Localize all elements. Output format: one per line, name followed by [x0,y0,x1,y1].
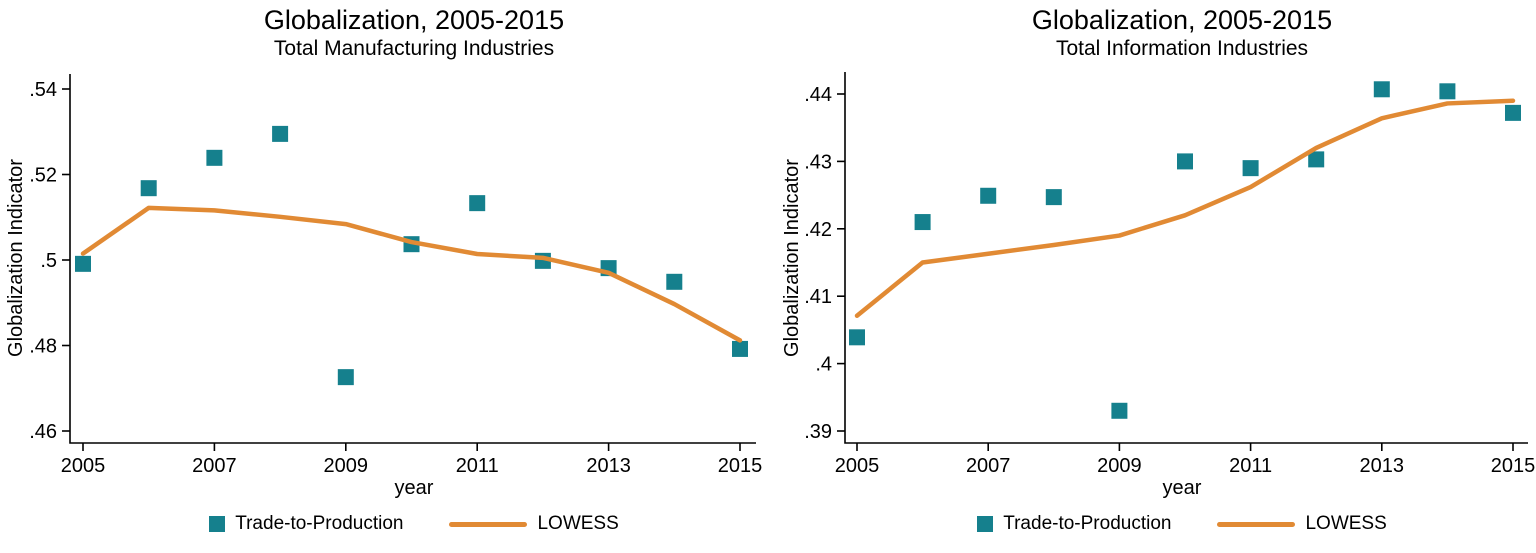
data-point [1373,81,1390,98]
data-point [469,195,486,212]
x-tick-label: 2005 [835,455,880,477]
y-tick-label: .48 [29,336,57,358]
scatter-legend-swatch [977,516,994,532]
legend: Trade-to-Production LOWESS [838,513,1526,535]
data-point [1439,83,1456,100]
x-tick-label: 2015 [718,455,763,477]
data-point [1111,402,1128,419]
data-point [980,187,997,204]
chart-information: .39 .4 .41 .42 .43 .44 2005 2007 2009 2011 2013 201… [804,72,1536,477]
data-point [75,255,91,272]
data-point [1242,160,1259,177]
y-tick-label: .39 [804,421,832,443]
chart-title: Globalization, 2005-2015 [1031,5,1333,35]
scatter-legend-label: Trade-to-Production [235,513,404,534]
y-tick-label: .44 [804,84,832,106]
x-tick-label: 2011 [456,455,499,477]
chart-subtitle: Total Manufacturing Industries [273,37,555,60]
data-point [140,180,157,197]
scatter-legend-label: Trade-to-Production [1003,513,1172,534]
data-point [1308,151,1325,168]
data-point [1505,104,1521,121]
data-point [1045,189,1062,206]
x-tick-label: 2013 [586,455,631,477]
data-point [914,214,931,231]
y-tick-label: .43 [804,151,832,173]
x-tick-label: 2005 [61,455,106,477]
x-tick-label: 2011 [1229,455,1272,477]
y-axis-label: Globalization Indicator [781,159,803,357]
data-point [849,329,865,346]
x-tick-label: 2009 [324,455,369,477]
data-point [272,125,289,142]
x-tick-label: 2007 [192,455,237,477]
data-point [666,273,683,290]
lowess-line [854,98,1516,318]
x-tick-label: 2007 [966,455,1011,477]
panel-information: .39 .4 .41 .42 .43 .44 2005 2007 2009 2011 2013 201… [768,0,1536,553]
panel-manufacturing: .46 .48 .5 .52 .54 2005 2007 2009 2011 2013 2015 G… [5,5,763,535]
y-tick-label: .54 [29,79,57,101]
lowess-legend-label: LOWESS [537,513,619,534]
axis [69,74,756,444]
lowess-legend-swatch [449,521,528,527]
lowess-line [80,205,743,343]
chart-subtitle: Total Information Industries [1055,37,1309,60]
y-tick-label: .5 [40,250,57,272]
x-tick-label: 2015 [1491,455,1536,477]
data-point [732,340,748,357]
x-tick-label: 2013 [1360,455,1405,477]
y-tick-label: .46 [29,421,57,443]
y-axis-label: Globalization Indicator [5,159,27,357]
data-point [1177,153,1193,170]
y-tick-label: .4 [815,354,832,376]
chart-title: Globalization, 2005-2015 [263,5,565,35]
y-tick-label: .42 [804,219,832,241]
x-axis-label: year [394,477,434,499]
axis [844,72,1528,444]
chart-manufacturing: .46 .48 .5 .52 .54 2005 2007 2009 2011 2013 2015 [29,74,763,477]
x-axis-label: year [1162,477,1202,499]
data-point [337,369,354,386]
data-point [206,149,223,166]
lowess-legend-swatch [1217,521,1296,527]
legend: Trade-to-Production LOWESS [70,513,758,535]
y-tick-label: .52 [29,165,57,187]
lowess-legend-label: LOWESS [1305,513,1387,534]
x-tick-label: 2009 [1097,455,1142,477]
scatter-legend-swatch [209,516,226,532]
y-tick-label: .41 [804,286,832,308]
